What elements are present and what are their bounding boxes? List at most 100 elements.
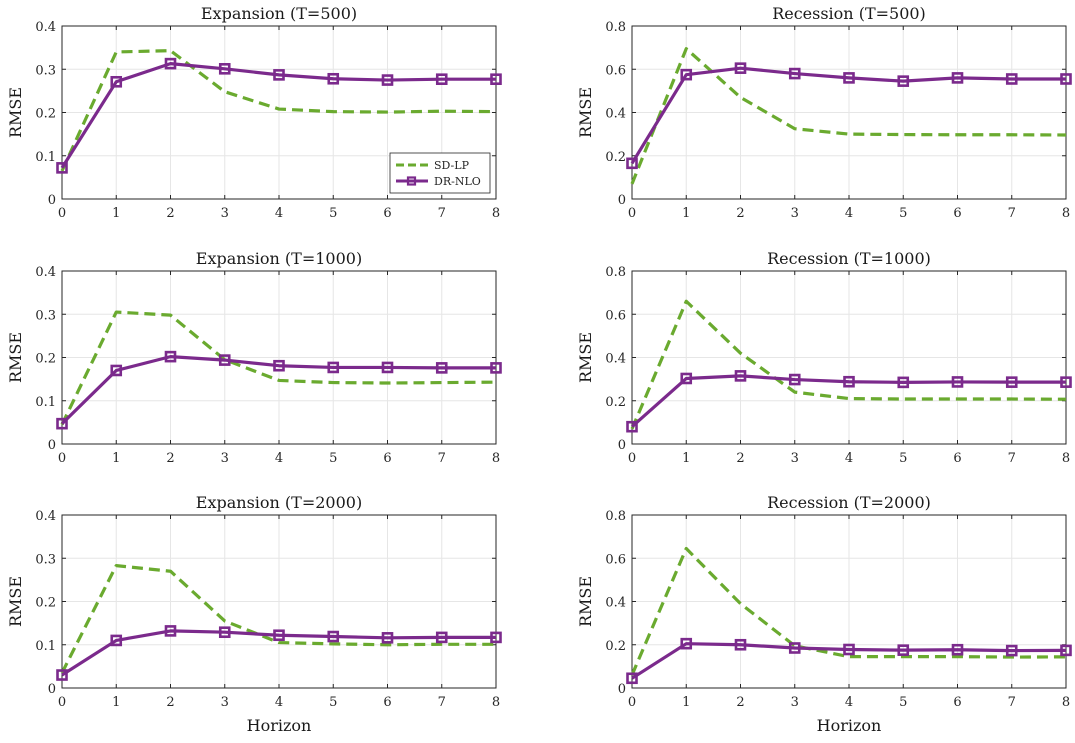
series-line-dr-nlo [630,374,1066,428]
panel-title: Recession (T=1000) [767,249,931,268]
panel-1: 0 1 2 3 4 5 6 7 8 0 0.2 0.4 0.6 0.8 Recession (T=500) R… [576,4,1072,221]
x-tick-label: 3 [221,451,229,466]
data-point-dr-nlo [435,362,448,374]
x-tick-label: 5 [329,206,337,221]
y-tick-label: 0.1 [35,150,56,165]
data-point-dr-nlo [56,162,68,174]
x-tick-label: 7 [1008,695,1016,710]
x-tick-label: 0 [628,451,636,466]
x-tick-label: 6 [383,206,391,221]
series-line-dr-nlo [630,66,1066,165]
x-tick-label: 8 [1062,206,1070,221]
data-point-dr-nlo [381,632,394,644]
x-tick-label: 1 [682,206,690,221]
x-tick-label: 8 [492,451,500,466]
y-tick-label: 0 [618,438,626,453]
panel-0: 0 1 2 3 4 5 6 7 8 0 0.1 0.2 0.3 0.4 Expansion (T=500) R… [6,4,502,221]
data-point-dr-nlo [951,643,964,656]
y-tick-label: 0 [48,682,56,697]
y-tick-label: 0.2 [35,352,56,367]
data-point-dr-nlo [1005,644,1018,657]
x-tick-label: 8 [1062,695,1070,710]
x-tick-label: 7 [1008,451,1016,466]
panel-title: Recession (T=500) [772,4,926,23]
legend: SD-LP DR-NLO [389,152,491,194]
data-point-dr-nlo [897,75,910,87]
x-tick-label: 6 [383,451,391,466]
series-line-dr-nlo [60,355,496,425]
data-point-dr-nlo [680,637,693,650]
data-point-dr-nlo [490,73,502,85]
series-line-sd-lp [60,49,497,172]
x-tick-label: 4 [275,695,283,710]
x-tick-label: 1 [112,206,120,221]
series-line-dr-nlo [61,629,496,677]
x-tick-label: 3 [221,695,229,710]
data-point-dr-nlo [327,72,340,85]
y-tick-label: 0.4 [605,352,626,367]
x-tick-label: 2 [166,451,174,466]
x-tick-label: 3 [791,206,799,221]
data-point-dr-nlo [843,375,855,388]
legend-box [389,152,491,194]
y-tick-label: 0.8 [605,265,626,280]
x-tick-label: 7 [438,451,446,466]
x-tick-label: 5 [899,695,907,710]
data-point-dr-nlo [897,644,910,656]
data-point-dr-nlo [110,364,123,377]
legend-label-sd-lp: SD-LP [434,159,470,172]
data-point-dr-nlo [788,642,801,654]
y-tick-label: 0.3 [35,308,56,323]
data-point-dr-nlo [218,354,231,366]
x-tick-label: 6 [953,451,961,466]
y-tick-label: 0.1 [35,395,56,410]
y-tick-label: 0.8 [605,20,626,35]
x-axis-label: Horizon [247,716,312,735]
data-point-dr-nlo [381,74,394,86]
y-tick-label: 0.6 [605,308,626,323]
data-point-dr-nlo [1005,73,1018,85]
panel-5: 0 1 2 3 4 5 6 7 8 0 0.2 0.4 0.6 0.8 Recession (T=2000)… [576,493,1072,735]
y-tick-label: 0.3 [35,63,56,78]
data-point-dr-nlo [327,361,340,374]
data-point-dr-nlo [490,631,502,644]
x-tick-label: 7 [1008,206,1016,221]
series-line-sd-lp [60,310,497,426]
data-point-dr-nlo [951,72,964,84]
x-tick-label: 2 [166,695,174,710]
legend-marker [406,176,417,186]
data-point-dr-nlo [1060,73,1072,85]
x-tick-label: 8 [1062,451,1070,466]
data-point-dr-nlo [788,373,801,386]
x-tick-label: 6 [953,206,961,221]
x-tick-label: 8 [492,206,500,221]
data-point-dr-nlo [1060,376,1072,388]
y-tick-label: 0.3 [35,552,56,567]
x-tick-label: 2 [736,695,744,710]
data-point-dr-nlo [897,376,910,389]
x-tick-label: 1 [682,695,690,710]
data-point-dr-nlo [110,634,123,647]
x-tick-label: 5 [329,695,337,710]
y-tick-label: 0 [618,193,626,208]
data-point-dr-nlo [626,420,638,433]
data-point-dr-nlo [626,157,638,170]
panel-title: Expansion (T=2000) [196,493,362,512]
x-tick-label: 4 [275,451,283,466]
x-axis-label: Horizon [817,716,882,735]
data-point-dr-nlo [951,376,964,388]
x-tick-label: 3 [791,695,799,710]
x-tick-label: 4 [845,206,853,221]
data-point-dr-nlo [164,625,177,637]
x-tick-label: 7 [438,695,446,710]
y-tick-label: 0 [48,438,56,453]
data-point-dr-nlo [327,630,340,643]
y-tick-label: 0 [618,682,626,697]
x-tick-label: 7 [438,206,446,221]
data-point-dr-nlo [164,57,177,70]
y-tick-label: 0 [48,193,56,208]
data-point-dr-nlo [435,73,448,85]
data-point-dr-nlo [680,68,693,81]
series-line-dr-nlo [60,62,496,169]
y-axis-label: RMSE [576,332,595,383]
